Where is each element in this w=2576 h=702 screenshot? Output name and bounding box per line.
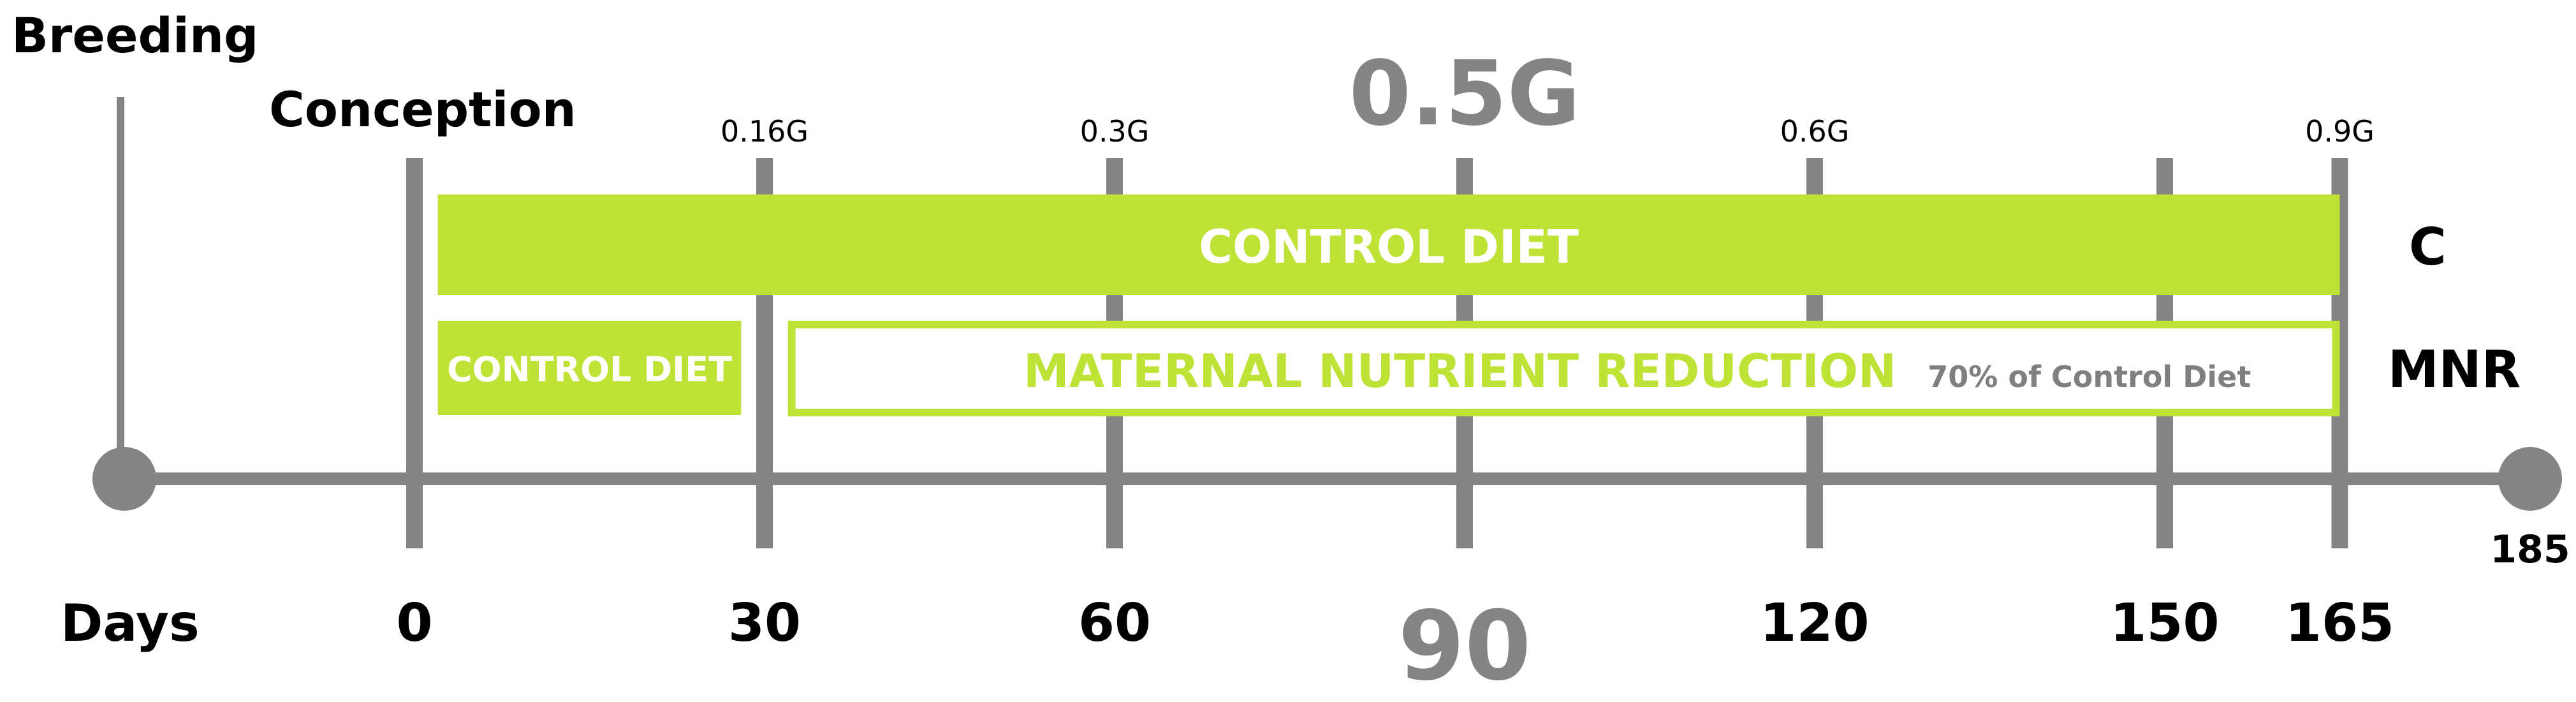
breeding-line (117, 97, 124, 476)
day-tick-label-150: 150 (2110, 593, 2219, 654)
end-dot (2498, 447, 2562, 511)
gestation-label-0.6G: 0.6G (1780, 114, 1850, 149)
conception-label: Conception (269, 81, 576, 138)
breeding-dot (92, 447, 156, 511)
day-tick-label-90: 90 (1398, 591, 1532, 702)
day-tick-label-30: 30 (728, 593, 801, 654)
reduction-title: MATERNAL NUTRIENT REDUCTION (1023, 344, 1896, 398)
mnr-control-diet-bar (437, 321, 742, 415)
gestation-label-0.5G: 0.5G (1349, 42, 1581, 146)
maternal-nutrient-reduction-label: MATERNAL NUTRIENT REDUCTION 70% of Contr… (1023, 344, 2251, 398)
end-day-label: 185 (2490, 527, 2570, 572)
day-tick-label-165: 165 (2285, 593, 2394, 654)
day-tick-line-0 (406, 158, 423, 548)
day-tick-label-60: 60 (1078, 593, 1151, 654)
gestation-label-0.16G: 0.16G (721, 114, 809, 149)
gestation-label-0.9G: 0.9G (2305, 114, 2375, 149)
breeding-label: Breeding (11, 7, 258, 64)
gestation-label-0.3G: 0.3G (1080, 114, 1150, 149)
group-label-mnr: MNR (2388, 340, 2521, 399)
timeline-axis (124, 472, 2528, 485)
days-label: Days (61, 594, 200, 653)
control-diet-bar (437, 194, 2340, 295)
group-label-control: C (2409, 217, 2447, 277)
reduction-note: 70% of Control Diet (1928, 360, 2251, 394)
maternal-nutrient-reduction-bar (787, 321, 2340, 416)
control-diet-bar-label: CONTROL DIET (1199, 220, 1579, 274)
day-tick-label-120: 120 (1760, 593, 1869, 654)
mnr-control-diet-bar-label: CONTROL DIET (447, 349, 732, 390)
day-tick-label-0: 0 (396, 593, 432, 654)
gestation-fraction-labels: 0.16G 0.3G 0.5G 0.6G 0.9G (721, 42, 2375, 149)
day-tick-labels: 0 30 60 90 120 150 165 (396, 591, 2394, 702)
